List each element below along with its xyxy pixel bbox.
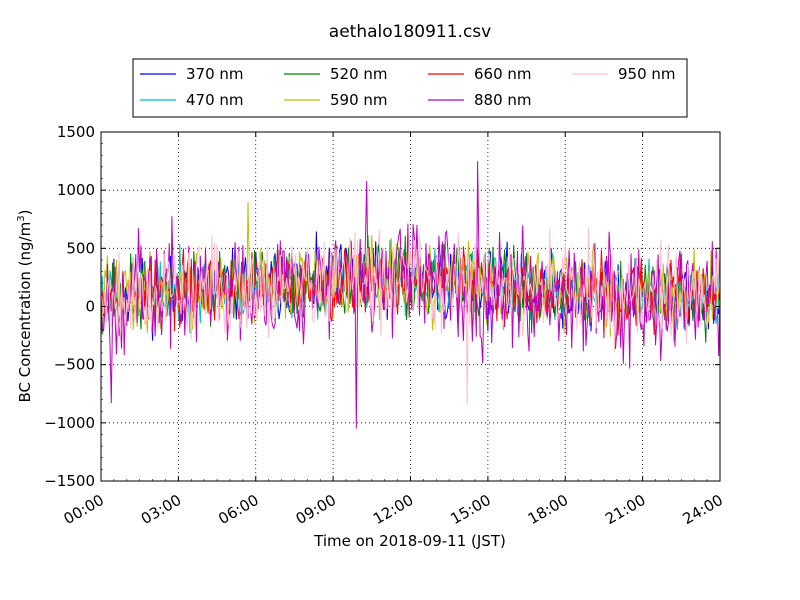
y-tick-label: 1500 (57, 123, 95, 141)
x-axis-label: Time on 2018-09-11 (JST) (313, 532, 506, 550)
legend-label: 660 nm (474, 65, 532, 83)
series-layer (100, 161, 721, 429)
y-tick-label: 500 (66, 239, 95, 257)
y-tick-label: 0 (85, 298, 95, 316)
x-tick-label: 12:00 (370, 491, 416, 528)
chart-title: aethalo180911.csv (329, 22, 491, 42)
legend: 370 nm 470 nm 520 nm 590 nm 660 nm 880 nm 950 … (132, 58, 688, 118)
y-axis-label: BC Concentration (ng/m3) (16, 210, 34, 403)
x-tick-label: 15:00 (447, 491, 493, 528)
x-tick-label: 18:00 (525, 491, 571, 528)
legend-label: 950 nm (618, 65, 676, 83)
legend-frame (132, 58, 688, 118)
y-axis-label-superscript: 3 (16, 215, 27, 221)
y-axis-label-close: ) (16, 210, 34, 216)
x-tick-label: 21:00 (602, 491, 648, 528)
legend-label: 370 nm (186, 65, 244, 83)
x-tick-label: 06:00 (215, 491, 261, 528)
y-tick-label: 1000 (57, 181, 95, 199)
legend-label: 520 nm (330, 65, 388, 83)
y-tick-label: −1000 (44, 414, 95, 432)
legend-label: 880 nm (474, 91, 532, 109)
legend-label: 590 nm (330, 91, 388, 109)
x-tick-label: 03:00 (138, 491, 184, 528)
series-line-880-nm (100, 161, 721, 429)
x-tick-label: 24:00 (680, 491, 726, 528)
x-tick-label: 00:00 (61, 491, 107, 528)
y-tick-label: −500 (54, 356, 95, 374)
series-line-950-nm (100, 228, 721, 406)
y-tick-label: −1500 (44, 472, 95, 490)
y-axis-label-main: BC Concentration (ng/m (16, 222, 34, 403)
legend-label: 470 nm (186, 91, 244, 109)
x-tick-label: 09:00 (293, 491, 339, 528)
